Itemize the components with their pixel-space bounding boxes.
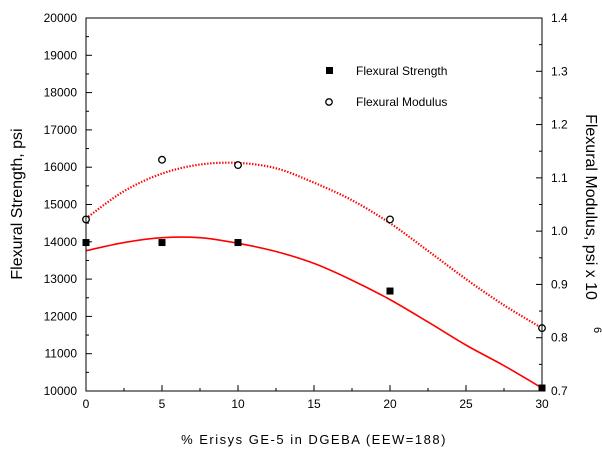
axis-ticks: [85, 17, 543, 392]
flexural-modulus-point: [234, 161, 242, 170]
x-tick-label: 15: [307, 397, 321, 411]
legend: Flexural Strength Flexural Modulus: [325, 64, 447, 109]
legend-label-flexural-strength: Flexural Strength: [356, 64, 447, 78]
y-left-tick-label: 19000: [44, 48, 78, 62]
x-tick-label: 20: [383, 397, 397, 411]
y-left-tick-label: 14000: [44, 235, 78, 249]
flexural-modulus-fit-line: [85, 161, 543, 330]
y-left-tick-label: 13000: [44, 272, 78, 286]
y-right-tick-label: 1.3: [551, 64, 568, 78]
y-left-tick-label: 17000: [44, 123, 78, 137]
tick-labels: 0 5 10 15 20 25 30 10000 11000 12000 13000 14000 150…: [44, 11, 568, 411]
y-left-tick-label: 18000: [44, 86, 78, 100]
legend-marker-flexural-strength: [326, 67, 333, 74]
y-left-tick-label: 16000: [44, 160, 78, 174]
flexural-strength-point: [234, 239, 242, 247]
y-left-tick-label: 20000: [44, 11, 78, 25]
y-right-tick-label: 0.7: [551, 384, 568, 398]
legend-label-flexural-modulus: Flexural Modulus: [356, 95, 447, 109]
flexural-strength-point: [158, 239, 166, 247]
y-right-tick-label: 0.8: [551, 331, 568, 345]
x-tick-label: 5: [159, 397, 166, 411]
y-left-tick-label: 11000: [45, 347, 78, 361]
flexural-modulus-point: [386, 215, 394, 224]
y-axis-right-title: Flexural Modulus, psi x 10: [582, 114, 599, 300]
data-markers: [82, 155, 546, 392]
flexural-strength-fit-line: [85, 236, 543, 389]
legend-marker-flexural-modulus: [325, 98, 333, 106]
y-right-tick-label: 0.9: [551, 277, 568, 291]
plot-frame: [85, 17, 543, 392]
y-left-tick-label: 15000: [44, 198, 78, 212]
x-tick-label: 25: [459, 397, 473, 411]
y-right-tick-label: 1.0: [551, 224, 568, 238]
x-tick-label: 0: [83, 397, 90, 411]
y-axis-left-title: Flexural Strength, psi: [9, 128, 26, 279]
y-right-tick-label: 1.2: [551, 118, 568, 132]
y-right-tick-label: 1.4: [551, 11, 568, 25]
y-left-tick-label: 10000: [44, 384, 78, 398]
y-left-tick-label: 12000: [44, 309, 78, 323]
fit-lines: [85, 161, 543, 389]
flexural-modulus-point: [158, 155, 166, 164]
x-tick-label: 10: [231, 397, 245, 411]
y-right-tick-label: 1.1: [551, 171, 568, 185]
y-axis-right-exponent: 6: [591, 327, 602, 333]
x-tick-label: 30: [535, 397, 549, 411]
x-axis-title: % Erisys GE-5 in DGEBA (EEW=188): [181, 432, 447, 447]
flexural-strength-point: [386, 287, 394, 295]
